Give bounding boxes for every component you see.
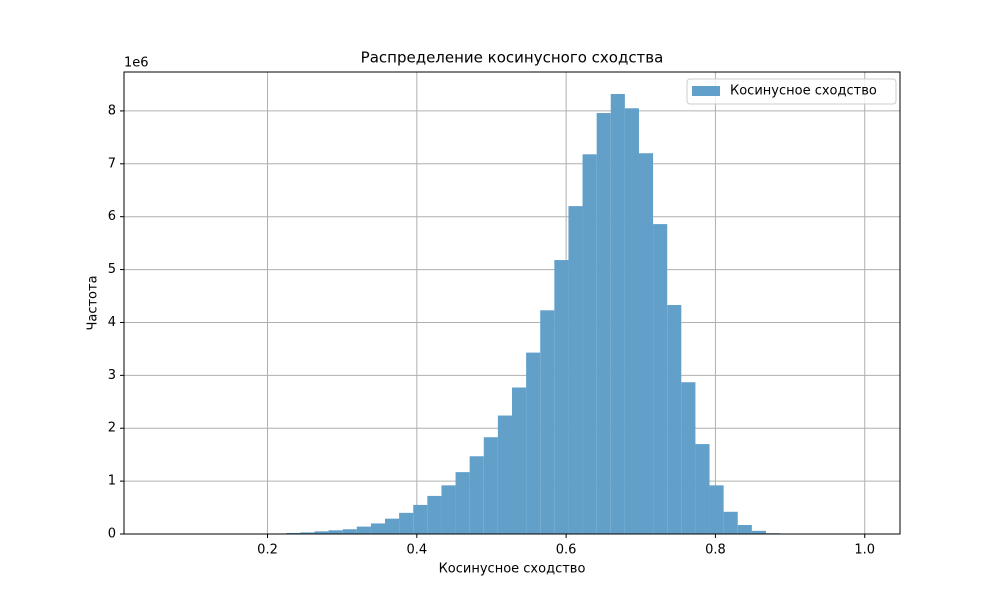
x-tick-label: 1.0 bbox=[854, 543, 875, 558]
bar bbox=[540, 310, 555, 534]
bar-layer bbox=[201, 94, 809, 535]
legend-box bbox=[686, 78, 897, 105]
legend: Косинусное сходство bbox=[686, 78, 897, 105]
bar bbox=[328, 530, 343, 534]
x-tick-label: 0.8 bbox=[705, 543, 726, 558]
y-tick-label: 2 bbox=[108, 421, 116, 436]
bar bbox=[681, 382, 696, 534]
bar bbox=[427, 495, 442, 534]
bar bbox=[638, 153, 654, 534]
bar bbox=[497, 415, 512, 534]
y-axis-label: Частота bbox=[86, 275, 101, 330]
bar bbox=[356, 526, 371, 534]
chart-title: Распределение косинусного сходства bbox=[361, 49, 664, 67]
y-tick-label: 1 bbox=[108, 474, 116, 489]
bar bbox=[526, 352, 541, 534]
bar bbox=[441, 485, 456, 534]
x-tick-label: 0.2 bbox=[257, 543, 278, 558]
bar bbox=[286, 532, 301, 534]
y-tick-label: 5 bbox=[108, 262, 116, 277]
bar bbox=[596, 113, 611, 535]
bar bbox=[554, 260, 569, 534]
legend-swatch bbox=[692, 86, 720, 96]
bar bbox=[667, 305, 682, 534]
bar bbox=[582, 154, 597, 535]
y-tick-label: 3 bbox=[108, 368, 116, 383]
bar bbox=[413, 504, 428, 534]
bar bbox=[737, 525, 752, 534]
y-tick-label: 4 bbox=[108, 315, 116, 330]
bar bbox=[314, 531, 329, 534]
bar bbox=[723, 511, 738, 534]
bar bbox=[624, 108, 639, 535]
y-tick-label: 7 bbox=[108, 156, 116, 171]
bar bbox=[751, 530, 766, 534]
bar bbox=[342, 529, 357, 534]
x-tick-label: 0.6 bbox=[556, 543, 577, 558]
x-tick-label: 0.4 bbox=[406, 543, 427, 558]
y-tick-label: 6 bbox=[108, 209, 116, 224]
x-axis-label: Косинусное сходство bbox=[439, 562, 586, 577]
bar bbox=[300, 532, 315, 534]
bar bbox=[483, 437, 498, 534]
legend-label: Косинусное сходство bbox=[730, 84, 877, 99]
bar bbox=[370, 523, 386, 534]
bar bbox=[512, 387, 527, 534]
bar bbox=[653, 224, 668, 534]
y-tick-label: 8 bbox=[108, 103, 116, 118]
bar bbox=[469, 456, 484, 534]
bar bbox=[399, 512, 414, 534]
plot-frame bbox=[123, 71, 901, 535]
y-tick-label: 0 bbox=[108, 527, 116, 542]
bar bbox=[385, 518, 400, 534]
y-offset-label: 1e6 bbox=[124, 56, 149, 71]
bar bbox=[610, 94, 625, 534]
bar bbox=[568, 206, 583, 534]
bar bbox=[455, 472, 470, 534]
bar bbox=[695, 444, 710, 534]
bar bbox=[709, 485, 724, 534]
